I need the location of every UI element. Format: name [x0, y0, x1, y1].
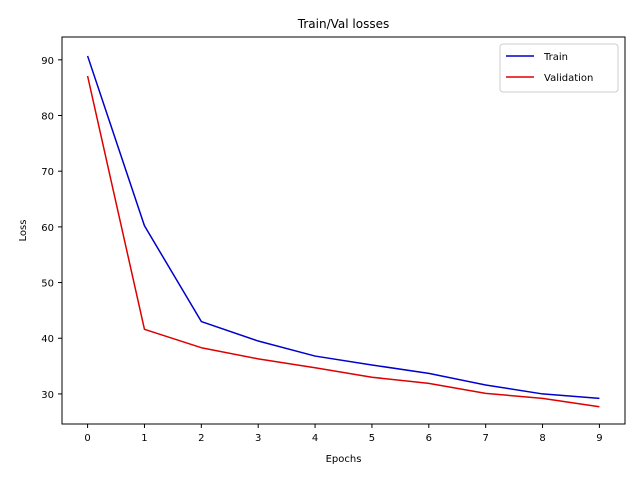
y-tick-label: 70	[41, 167, 54, 178]
chart-title: Train/Val losses	[297, 17, 389, 31]
x-tick-label: 7	[482, 433, 488, 444]
x-axis-label: Epochs	[326, 454, 362, 465]
y-tick-label: 90	[41, 56, 54, 67]
x-axis: 0 1 2 3 4 5 6 7 8 9	[84, 424, 603, 444]
series-layer	[86, 55, 600, 408]
legend-label: Train	[543, 52, 568, 63]
legend: Train Validation	[499, 43, 619, 93]
y-tick-label: 50	[41, 279, 54, 290]
x-tick-label: 6	[426, 433, 432, 444]
series-line-train	[86, 55, 600, 400]
y-tick-label: 60	[41, 223, 54, 234]
y-tick-label: 80	[41, 112, 54, 123]
x-tick-label: 3	[255, 433, 261, 444]
x-tick-label: 4	[312, 433, 318, 444]
y-tick-label: 30	[41, 390, 54, 401]
y-axis-label: Loss	[18, 220, 29, 242]
y-tick-label: 40	[41, 334, 54, 345]
y-axis: 30 40 50 60 70 80 90	[41, 56, 62, 401]
series-line-validation	[86, 75, 600, 408]
x-tick-label: 8	[539, 433, 545, 444]
x-tick-label: 5	[369, 433, 375, 444]
plot-frame	[61, 36, 626, 425]
legend-label: Validation	[544, 73, 593, 84]
x-tick-label: 9	[596, 433, 602, 444]
x-tick-label: 0	[84, 433, 90, 444]
x-tick-label: 1	[141, 433, 147, 444]
x-tick-label: 2	[198, 433, 204, 444]
